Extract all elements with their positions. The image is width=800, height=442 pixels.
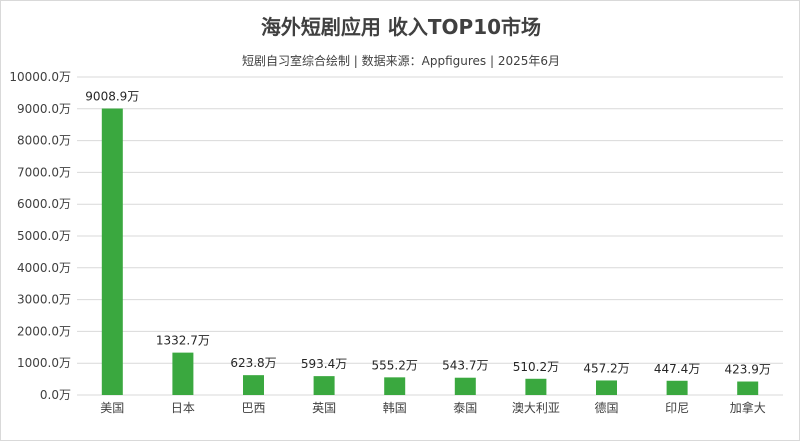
x-tick-label: 日本 <box>171 401 195 415</box>
y-tick-label: 10000.0万 <box>9 70 71 84</box>
y-tick-label: 3000.0万 <box>17 293 71 307</box>
x-tick-label: 泰国 <box>453 401 477 415</box>
y-tick-label: 4000.0万 <box>17 261 71 275</box>
bar <box>172 352 194 395</box>
data-label: 447.4万 <box>654 362 700 376</box>
data-label: 543.7万 <box>442 359 488 373</box>
x-tick-label: 美国 <box>100 401 124 415</box>
chart-subtitle: 短剧自习室综合绘制 | 数据来源：Appfigures | 2025年6月 <box>241 54 561 68</box>
bar <box>101 108 123 396</box>
x-tick-label: 澳大利亚 <box>512 401 560 415</box>
bar <box>525 378 547 395</box>
bar <box>737 381 759 395</box>
y-tick-label: 9000.0万 <box>17 102 71 116</box>
bar <box>666 380 688 395</box>
x-tick-label: 德国 <box>594 400 618 415</box>
bar <box>313 376 335 395</box>
bar <box>384 377 406 395</box>
data-label: 457.2万 <box>583 361 629 375</box>
x-tick-label: 英国 <box>312 401 336 415</box>
data-label: 423.9万 <box>725 363 771 377</box>
y-tick-label: 6000.0万 <box>17 197 71 211</box>
data-label: 510.2万 <box>513 360 559 374</box>
bar <box>454 377 476 395</box>
x-tick-label: 韩国 <box>383 400 407 415</box>
bar <box>243 375 264 395</box>
y-tick-label: 7000.0万 <box>17 165 71 179</box>
data-label: 555.2万 <box>372 358 418 372</box>
bar <box>596 380 617 395</box>
x-tick-label: 加拿大 <box>730 400 766 415</box>
data-label: 593.4万 <box>301 357 347 371</box>
y-tick-label: 1000.0万 <box>17 356 71 370</box>
y-tick-label: 5000.0万 <box>17 229 71 243</box>
y-tick-label: 0.0万 <box>40 388 71 402</box>
x-tick-label: 巴西 <box>241 401 265 415</box>
y-tick-label: 2000.0万 <box>17 324 71 338</box>
data-label: 623.8万 <box>230 356 276 370</box>
x-tick-label: 印尼 <box>665 401 689 415</box>
y-tick-label: 8000.0万 <box>17 134 71 148</box>
data-label: 1332.7万 <box>156 334 210 348</box>
chart-title: 海外短剧应用 收入TOP10市场 <box>260 15 542 39</box>
data-label: 9008.9万 <box>85 90 139 104</box>
